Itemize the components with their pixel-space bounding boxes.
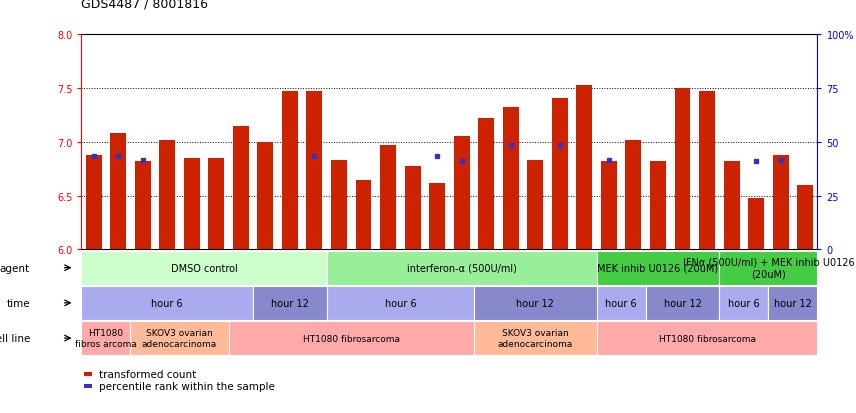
Bar <box>355 180 372 250</box>
Text: hour 12: hour 12 <box>271 298 309 308</box>
Bar <box>773 155 788 250</box>
Bar <box>258 142 273 250</box>
Text: hour 12: hour 12 <box>774 298 811 308</box>
Bar <box>675 89 691 250</box>
Bar <box>723 162 740 250</box>
Text: IFNα (500U/ml) + MEK inhib U0126
(20uM): IFNα (500U/ml) + MEK inhib U0126 (20uM) <box>682 257 854 279</box>
Bar <box>797 185 813 250</box>
Text: hour 6: hour 6 <box>605 298 637 308</box>
Bar <box>159 140 175 250</box>
Bar <box>233 126 249 250</box>
Text: HT1080 fibrosarcoma: HT1080 fibrosarcoma <box>303 334 400 343</box>
Text: DMSO control: DMSO control <box>170 263 237 273</box>
Text: time: time <box>6 298 30 308</box>
Text: hour 6: hour 6 <box>152 298 183 308</box>
Bar <box>208 159 224 250</box>
Bar <box>601 162 617 250</box>
Text: transformed count: transformed count <box>99 369 197 379</box>
Text: hour 6: hour 6 <box>384 298 416 308</box>
Bar <box>699 92 715 250</box>
Text: agent: agent <box>0 263 30 273</box>
Bar <box>454 137 470 250</box>
Bar <box>502 108 519 250</box>
Bar <box>134 162 151 250</box>
Bar <box>331 161 347 250</box>
Bar <box>552 98 568 250</box>
Text: HT1080
fibros arcoma: HT1080 fibros arcoma <box>75 329 137 348</box>
Bar <box>429 183 445 250</box>
Text: hour 12: hour 12 <box>663 298 701 308</box>
Bar <box>650 162 666 250</box>
Text: MEK inhib U0126 (20uM): MEK inhib U0126 (20uM) <box>597 263 718 273</box>
Text: hour 6: hour 6 <box>728 298 759 308</box>
Bar <box>86 155 102 250</box>
Text: percentile rank within the sample: percentile rank within the sample <box>99 381 275 391</box>
Text: interferon-α (500U/ml): interferon-α (500U/ml) <box>407 263 517 273</box>
Bar <box>380 146 396 250</box>
Text: GDS4487 / 8001816: GDS4487 / 8001816 <box>81 0 208 10</box>
Bar <box>527 161 544 250</box>
Text: HT1080 fibrosarcoma: HT1080 fibrosarcoma <box>658 334 756 343</box>
Text: SKOV3 ovarian
adenocarcinoma: SKOV3 ovarian adenocarcinoma <box>497 329 573 348</box>
Bar <box>405 166 420 250</box>
Bar <box>479 119 494 250</box>
Text: SKOV3 ovarian
adenocarcinoma: SKOV3 ovarian adenocarcinoma <box>142 329 217 348</box>
Bar <box>748 198 764 250</box>
Bar <box>626 140 641 250</box>
Bar <box>282 92 298 250</box>
Text: cell line: cell line <box>0 333 30 343</box>
Text: hour 12: hour 12 <box>516 298 554 308</box>
Bar <box>184 159 199 250</box>
Bar <box>306 92 323 250</box>
Bar <box>110 134 126 250</box>
Bar <box>576 85 592 250</box>
